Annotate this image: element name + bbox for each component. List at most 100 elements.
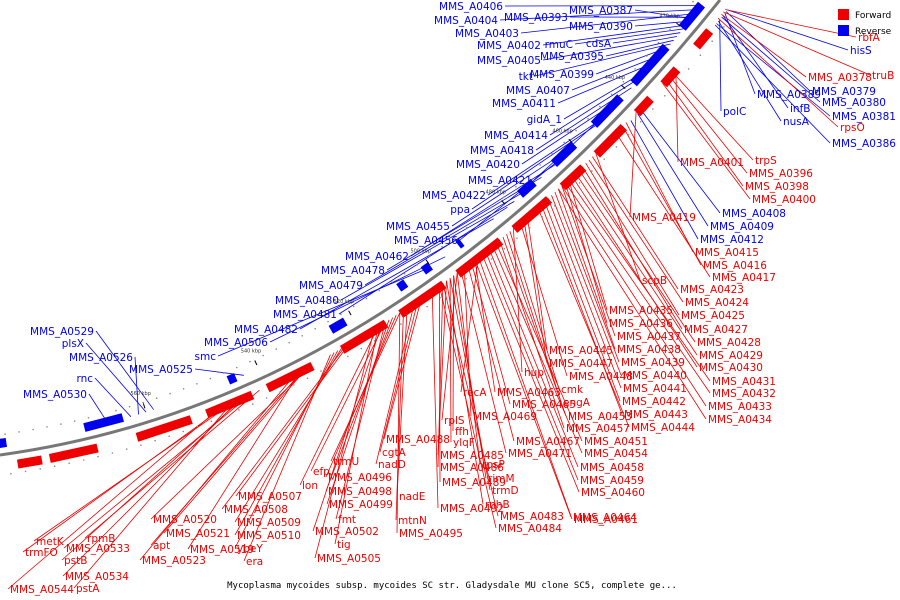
gene-label[interactable]: MMS_A0458 xyxy=(580,462,644,474)
gene-label[interactable]: MMS_A0465 xyxy=(512,399,576,411)
gene-label[interactable]: rnhB xyxy=(485,499,510,511)
gene-label[interactable]: MMS_A0498 xyxy=(328,486,392,498)
gene-label[interactable]: MMS_A0401 xyxy=(680,157,744,169)
gene-label[interactable]: MMS_A0454 xyxy=(584,448,648,460)
gene-label[interactable]: MMS_A0395 xyxy=(540,51,604,63)
gene-label[interactable]: rplS xyxy=(444,415,465,427)
gene-label[interactable]: MMS_A0461 xyxy=(574,514,638,526)
gene-label[interactable]: MMS_A0414 xyxy=(484,130,548,142)
gene-label[interactable]: nusA xyxy=(783,116,810,128)
gene-label[interactable]: MMS_A0389 xyxy=(757,89,821,101)
gene-label[interactable]: MMS_A0433 xyxy=(708,401,772,413)
gene-label[interactable]: era xyxy=(246,556,263,568)
gene-label[interactable]: MMS_A0455 xyxy=(386,221,450,233)
gene-label[interactable]: engA xyxy=(563,397,591,409)
gene-label[interactable]: smc xyxy=(195,351,217,363)
gene-label[interactable]: MMS_A0456 xyxy=(394,235,458,247)
gene-label[interactable]: trmU xyxy=(333,456,359,468)
gene-label[interactable]: MMS_A0427 xyxy=(684,324,748,336)
gene-label[interactable]: rpmB xyxy=(87,533,115,545)
gene-label[interactable]: MMS_A0447 xyxy=(549,358,613,370)
gene-label[interactable]: MMS_A0529 xyxy=(30,326,94,338)
gene-label[interactable]: MMS_A0418 xyxy=(470,145,534,157)
gene-label[interactable]: rbfA xyxy=(858,32,881,44)
gene-label[interactable]: trpS xyxy=(755,155,777,167)
gene-label[interactable]: cgtA xyxy=(382,447,407,459)
gene-label[interactable]: MMS_A0485 xyxy=(440,450,504,462)
gene-label[interactable]: MMS_A0508 xyxy=(224,504,288,516)
gene-label[interactable]: MMS_A0437 xyxy=(617,331,681,343)
gene-label[interactable]: MMS_A0421 xyxy=(468,175,532,187)
gene-label[interactable]: recA xyxy=(463,387,487,399)
gene-label[interactable]: efp xyxy=(313,466,330,478)
gene-label[interactable]: truB xyxy=(872,70,894,82)
gene-label[interactable]: MMS_A0440 xyxy=(623,370,687,382)
gene-label[interactable]: MMS_A0484 xyxy=(498,523,562,535)
gene-label[interactable]: MMS_A0467 xyxy=(516,436,580,448)
gene-label[interactable]: MMS_A0525 xyxy=(129,364,193,376)
gene-label[interactable]: tig xyxy=(337,539,351,551)
gene-label[interactable]: MMS_A0507 xyxy=(238,491,302,503)
gene-label[interactable]: rpsO xyxy=(840,122,865,134)
gene-label[interactable]: gidA_1 xyxy=(527,114,562,126)
gene-label[interactable]: MMS_A0526 xyxy=(69,352,133,364)
gene-label[interactable]: MMS_A0502 xyxy=(315,526,379,538)
gene-label[interactable]: polC xyxy=(723,106,746,118)
gene-label[interactable]: MMS_A0423 xyxy=(680,284,744,296)
gene-label[interactable]: MMS_A0451 xyxy=(584,436,648,448)
gene-label[interactable]: MMS_A0534 xyxy=(65,571,129,583)
gene-label[interactable]: MMS_A0506 xyxy=(204,337,268,349)
gene-label[interactable]: MMS_A0488 xyxy=(386,434,450,446)
gene-label[interactable]: rnc xyxy=(76,373,93,385)
gene-label[interactable]: MMS_A0499 xyxy=(329,499,393,511)
gene-label[interactable]: MMS_A0417 xyxy=(712,272,776,284)
gene-label[interactable]: MMS_A0523 xyxy=(142,555,206,567)
gene-label[interactable]: MMS_A0420 xyxy=(456,159,520,171)
gene-label[interactable]: MMS_A0396 xyxy=(749,168,813,180)
gene-label[interactable]: MMS_A0430 xyxy=(699,362,763,374)
gene-label[interactable]: MMS_A0379 xyxy=(812,86,876,98)
gene-label[interactable]: ffh xyxy=(455,426,469,438)
gene-label[interactable]: lon xyxy=(302,480,318,492)
gene-label[interactable]: MMS_A0402 xyxy=(477,40,541,52)
gene-label[interactable]: apt xyxy=(153,540,170,552)
gene-label[interactable]: pstA xyxy=(76,583,100,595)
gene-label[interactable]: plsX xyxy=(62,338,84,350)
gene-label[interactable]: MMS_A0422 xyxy=(422,190,486,202)
gene-label[interactable]: MMS_A0398 xyxy=(745,181,809,193)
gene-label[interactable]: MMS_A0544 xyxy=(10,584,74,596)
gene-label[interactable]: MMS_A0445 xyxy=(549,345,613,357)
gene-label[interactable]: MMS_A0434 xyxy=(708,414,772,426)
gene-label[interactable]: MMS_A0480 xyxy=(275,295,339,307)
gene-label[interactable]: MMS_A0496 xyxy=(328,472,392,484)
gene-label[interactable]: MMS_A0486 xyxy=(440,462,504,474)
gene-label[interactable]: MMS_A0444 xyxy=(631,422,695,434)
gene-label[interactable]: MMS_A0399 xyxy=(530,69,594,81)
gene-label[interactable]: MMS_A0478 xyxy=(321,265,385,277)
gene-label[interactable]: trmD xyxy=(492,485,519,497)
gene-label[interactable]: hup xyxy=(524,367,544,379)
gene-label[interactable]: MMS_A0457 xyxy=(566,423,630,435)
gene-label[interactable]: ppa xyxy=(450,204,470,216)
gene-label[interactable]: pstB xyxy=(64,555,87,567)
gene-label[interactable]: MMS_A0415 xyxy=(695,247,759,259)
gene-label[interactable]: MMS_A0424 xyxy=(685,297,749,309)
gene-label[interactable]: MMS_A0406 xyxy=(439,1,503,13)
gene-label[interactable]: MMS_A0441 xyxy=(623,383,687,395)
gene-label[interactable]: ybeY xyxy=(237,543,263,555)
gene-label[interactable]: MMS_A0439 xyxy=(621,357,685,369)
gene-label[interactable]: scpB xyxy=(642,275,667,287)
gene-label[interactable]: MMS_A0435 xyxy=(609,305,673,317)
gene-label[interactable]: rpsP xyxy=(482,459,505,471)
gene-label[interactable]: MMS_A0519 xyxy=(190,544,254,556)
gene-label[interactable]: fmt xyxy=(338,514,356,526)
gene-label[interactable]: nadE xyxy=(399,491,425,503)
gene-label[interactable]: MMS_A0429 xyxy=(699,350,763,362)
gene-label[interactable]: cdsA xyxy=(586,38,612,50)
gene-label[interactable]: MMS_A0380 xyxy=(822,97,886,109)
gene-label[interactable]: MMS_A0443 xyxy=(624,409,688,421)
gene-label[interactable]: MMS_A0469 xyxy=(473,411,537,423)
gene-label[interactable]: MMS_A0459 xyxy=(580,475,644,487)
gene-label[interactable]: MMS_A0483 xyxy=(500,511,564,523)
gene-label[interactable]: MMS_A0428 xyxy=(697,337,761,349)
